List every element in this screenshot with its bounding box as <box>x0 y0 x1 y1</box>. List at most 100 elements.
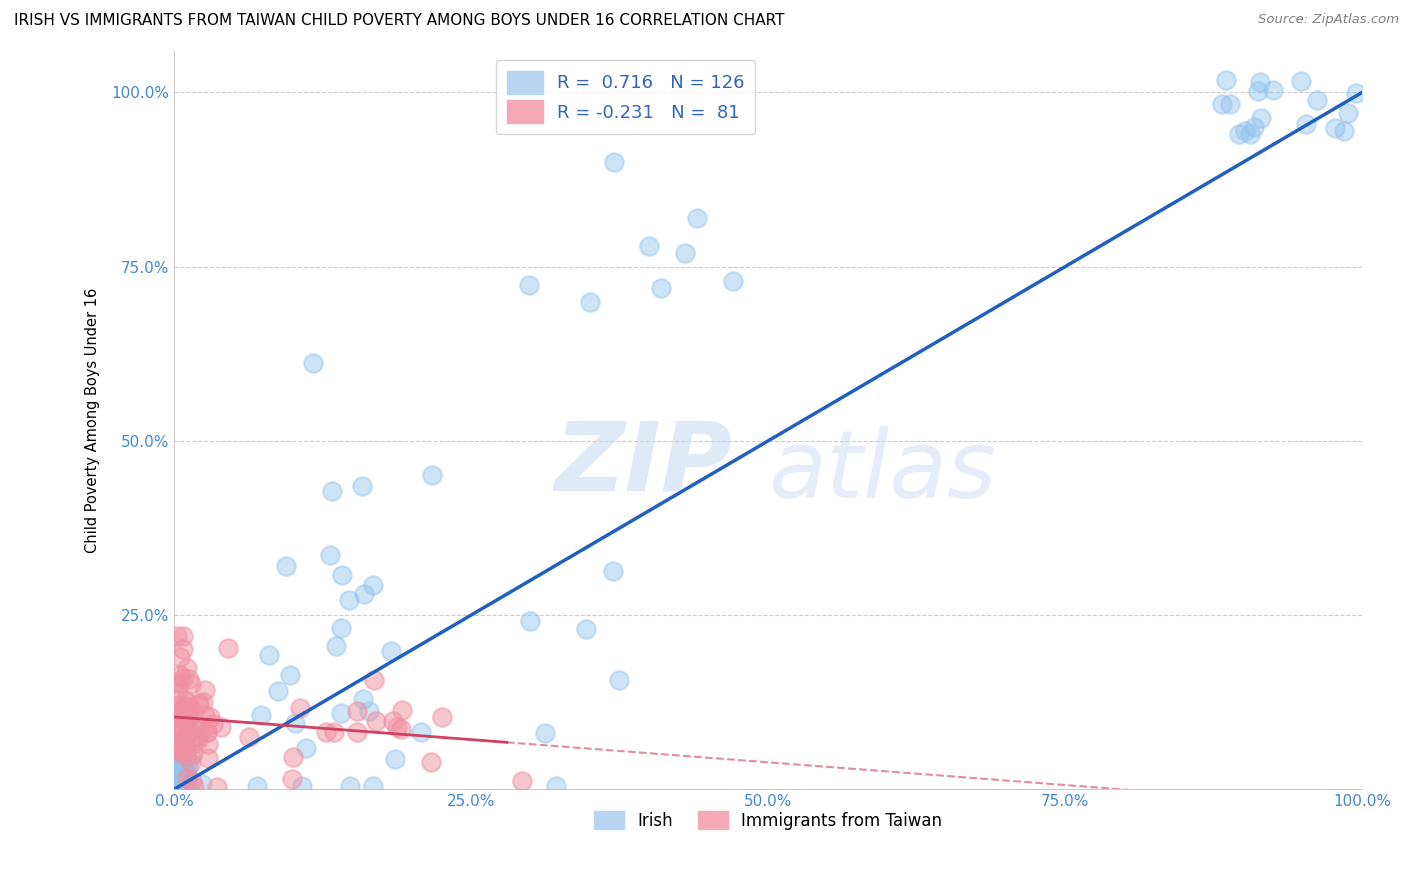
Point <box>321 484 343 499</box>
Text: atlas: atlas <box>768 426 997 517</box>
Point <box>389 723 412 737</box>
Point <box>166 698 188 712</box>
Point <box>315 725 337 739</box>
Point <box>166 629 188 643</box>
Point <box>238 731 260 745</box>
Point <box>1261 83 1284 97</box>
Point <box>180 677 202 691</box>
Text: ZIP: ZIP <box>554 417 733 511</box>
Point <box>607 673 630 687</box>
Point <box>166 779 188 793</box>
Point <box>169 759 191 773</box>
Point <box>174 731 197 745</box>
Point <box>172 671 194 685</box>
Point <box>350 479 373 493</box>
Point <box>1295 117 1317 131</box>
Point <box>169 739 191 753</box>
Point <box>387 720 409 734</box>
Point <box>382 714 405 729</box>
Point <box>295 741 318 756</box>
Point <box>337 592 360 607</box>
Point <box>176 661 198 675</box>
Point <box>274 558 297 573</box>
Point <box>339 779 361 793</box>
Point <box>181 774 204 789</box>
Point <box>1215 72 1237 87</box>
Point <box>169 762 191 776</box>
Point <box>179 709 201 723</box>
Point <box>169 706 191 721</box>
Point <box>174 714 197 729</box>
Point <box>163 760 186 774</box>
Point <box>165 745 187 759</box>
Point <box>1250 112 1272 126</box>
Point <box>173 764 195 778</box>
Point <box>167 769 190 783</box>
Point <box>510 773 533 788</box>
Point <box>602 564 624 578</box>
Point <box>166 759 188 773</box>
Point <box>267 684 290 698</box>
Point <box>288 700 311 714</box>
Point <box>291 779 314 793</box>
Point <box>187 698 209 712</box>
Point <box>165 772 187 787</box>
Point <box>322 725 344 739</box>
Point <box>603 155 626 169</box>
Point <box>170 766 193 780</box>
Point <box>284 715 307 730</box>
Point <box>281 772 304 787</box>
Point <box>194 683 217 698</box>
Point <box>173 740 195 755</box>
Point <box>176 741 198 756</box>
Point <box>519 615 541 629</box>
Point <box>546 779 568 793</box>
Point <box>1219 97 1241 112</box>
Point <box>166 752 188 766</box>
Point <box>193 695 215 709</box>
Point <box>575 623 598 637</box>
Point <box>173 733 195 747</box>
Point <box>1333 124 1355 138</box>
Point <box>194 708 217 723</box>
Point <box>533 726 555 740</box>
Point <box>1249 74 1271 88</box>
Point <box>187 718 209 732</box>
Point <box>201 717 224 731</box>
Point <box>361 779 384 793</box>
Text: IRISH VS IMMIGRANTS FROM TAIWAN CHILD POVERTY AMONG BOYS UNDER 16 CORRELATION CH: IRISH VS IMMIGRANTS FROM TAIWAN CHILD PO… <box>14 13 785 29</box>
Point <box>172 757 194 772</box>
Point <box>167 747 190 761</box>
Point <box>179 778 201 792</box>
Point <box>250 708 273 723</box>
Point <box>166 710 188 724</box>
Point <box>172 642 194 657</box>
Point <box>176 695 198 709</box>
Point <box>409 725 432 739</box>
Point <box>167 677 190 691</box>
Point <box>278 668 301 682</box>
Point <box>420 468 443 483</box>
Point <box>176 777 198 791</box>
Point <box>1289 73 1312 87</box>
Point <box>173 741 195 756</box>
Point <box>519 277 541 292</box>
Point <box>173 733 195 747</box>
Point <box>1243 120 1265 134</box>
Point <box>169 668 191 682</box>
Point <box>169 745 191 759</box>
Point <box>246 779 269 793</box>
Point <box>166 770 188 784</box>
Point <box>170 704 193 718</box>
Point <box>197 737 219 751</box>
Point <box>174 749 197 764</box>
Point <box>169 650 191 665</box>
Point <box>579 294 602 309</box>
Point <box>217 640 239 655</box>
Point <box>165 755 187 769</box>
Point <box>1211 97 1233 112</box>
Point <box>166 763 188 777</box>
Point <box>169 706 191 720</box>
Point <box>346 724 368 739</box>
Point <box>183 780 205 794</box>
